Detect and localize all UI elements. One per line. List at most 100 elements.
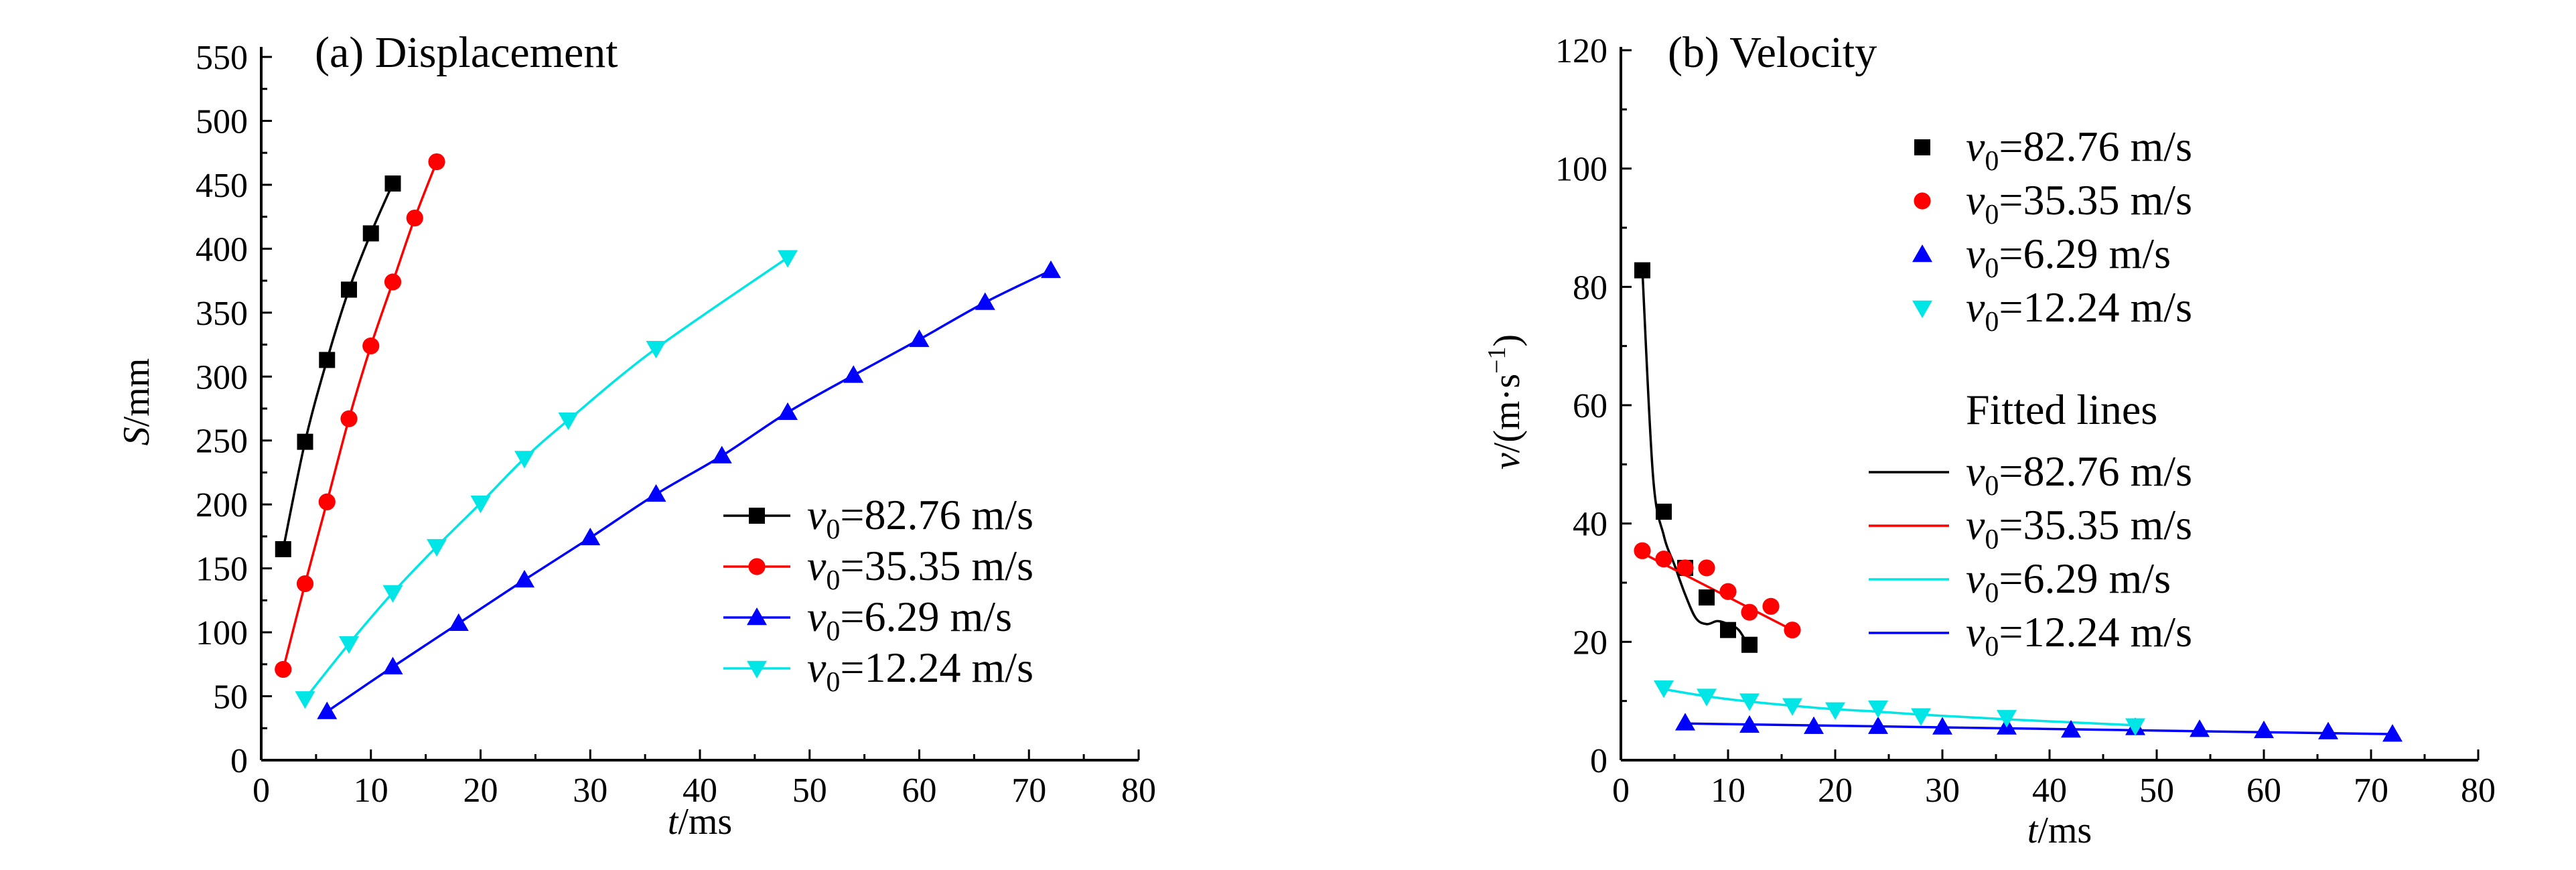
- chart-a-point-3: [646, 341, 666, 359]
- chart-b-point-3: [1825, 702, 1845, 720]
- chart-a-point-0: [297, 433, 313, 450]
- chart-a-y-tick-label: 350: [196, 295, 248, 333]
- chart-b-point-2: [1739, 715, 1760, 733]
- chart-a-point-3: [470, 496, 491, 514]
- chart-b-point-0: [1656, 504, 1672, 520]
- chart-a-point-3: [778, 250, 798, 268]
- chart-b-point-0: [1741, 636, 1758, 653]
- chart-a-point-1: [340, 410, 358, 427]
- chart-b-point-3: [1739, 693, 1760, 711]
- chart-b-legend-item-3: v0=12.24 m/s: [1912, 283, 2192, 338]
- chart-b-fit-line-3: [1685, 722, 2393, 735]
- chart-b-series: [1634, 262, 2403, 742]
- chart-a-x-tick-label: 40: [683, 772, 717, 810]
- chart-a-x-tick-label: 70: [1011, 772, 1046, 810]
- chart-a-y-tick-label: 50: [213, 678, 248, 717]
- chart-b-point-1: [1741, 603, 1758, 621]
- chart-a-point-2: [514, 569, 534, 588]
- chart-b-x-label: t/ms: [2027, 810, 2092, 851]
- chart-a-point-1: [384, 273, 402, 291]
- chart-b-legend-item-1: v0=35.35 m/s: [1914, 176, 2192, 230]
- chart-b-legend-fit-label-0: v0=82.76 m/s: [1966, 447, 2192, 502]
- chart-b-legend: v0=82.76 m/sv0=35.35 m/sv0=6.29 m/sv0=12…: [1869, 123, 2192, 662]
- chart-a-legend-marker-1: [748, 558, 766, 575]
- chart-b-point-0: [1720, 622, 1736, 638]
- chart-a-point-0: [362, 225, 379, 242]
- chart-a-line-1: [282, 161, 438, 670]
- chart-b-x-tick-label: 0: [1612, 772, 1630, 810]
- chart-a-legend-label-1: v0=35.35 m/s: [807, 542, 1033, 596]
- chart-b-legend-fit-label-1: v0=35.35 m/s: [1966, 501, 2192, 555]
- chart-a-point-2: [646, 484, 666, 502]
- chart-a-point-0: [384, 175, 401, 192]
- chart-a-x-label: t/ms: [668, 801, 732, 843]
- chart-a-point-2: [975, 292, 995, 310]
- chart-b-point-1: [1634, 542, 1651, 559]
- chart-b-legend-marker-2: [1912, 244, 1932, 263]
- chart-a-x-tick-label: 20: [463, 772, 498, 810]
- chart-b-point-3: [1782, 698, 1802, 716]
- chart-a-y-tick-label: 400: [196, 230, 248, 269]
- chart-b-legend-fit-item-1: v0=35.35 m/s: [1869, 501, 2192, 555]
- chart-a-point-2: [580, 527, 601, 546]
- chart-a-legend-marker-0: [749, 508, 765, 524]
- chart-a-point-1: [275, 660, 292, 678]
- chart-a-point-3: [339, 636, 359, 654]
- chart-b-y-tick-label: 120: [1555, 32, 1607, 70]
- chart-a-point-1: [362, 337, 380, 355]
- chart-b-x-tick-label: 20: [1818, 772, 1853, 810]
- chart-b-legend-label-2: v0=6.29 m/s: [1966, 230, 2171, 284]
- chart-b-point-1: [1719, 583, 1737, 600]
- chart-b-legend-marker-0: [1914, 139, 1930, 155]
- chart-a-legend-item-1: v0=35.35 m/s: [723, 542, 1033, 596]
- chart-b-y-tick-label: 20: [1573, 624, 1607, 662]
- chart-b-point-3: [1654, 680, 1674, 699]
- chart-a-point-0: [341, 281, 357, 298]
- chart-b-point-3: [1868, 701, 1888, 719]
- chart-b-x-tick-label: 70: [2354, 772, 2388, 810]
- chart-a-y-tick-label: 450: [196, 167, 248, 205]
- chart-b-y-tick-label: 60: [1573, 387, 1607, 425]
- chart-a-title: (a) Displacement: [315, 28, 618, 77]
- chart-a-point-3: [514, 451, 534, 469]
- chart-b-x-tick-label: 30: [1925, 772, 1960, 810]
- displacement-chart: 0 10 20 30 40 50 60 70 80 0 50 100 150 200 250 300 350 40…: [116, 28, 1156, 843]
- chart-a-point-2: [1041, 260, 1061, 279]
- chart-b-y-tick-label: 80: [1573, 269, 1607, 307]
- chart-b-legend-fit-label-3: v0=12.24 m/s: [1966, 608, 2192, 662]
- chart-b-legend-label-1: v0=35.35 m/s: [1966, 176, 2192, 230]
- chart-b-point-1: [1676, 559, 1694, 577]
- chart-b-x-tick-label: 80: [2461, 772, 2496, 810]
- chart-b-point-1: [1762, 597, 1780, 615]
- chart-b-point-2: [1675, 713, 1695, 731]
- chart-a-y-tick-label: 250: [196, 423, 248, 461]
- chart-a-series-3: [295, 250, 798, 709]
- chart-a-y-tick-label: 550: [196, 39, 248, 77]
- chart-a-x-tick-label: 80: [1121, 772, 1156, 810]
- chart-a-series-1: [275, 153, 445, 678]
- chart-a-legend: v0=82.76 m/sv0=35.35 m/sv0=6.29 m/sv0=12…: [723, 491, 1033, 698]
- chart-a-point-3: [427, 538, 447, 557]
- chart-a-point-2: [448, 613, 469, 631]
- chart-a-series-2: [317, 260, 1061, 719]
- chart-b-point-0: [1699, 589, 1715, 606]
- chart-b-point-2: [2382, 724, 2403, 742]
- chart-a-legend-label-2: v0=6.29 m/s: [807, 593, 1012, 647]
- chart-b-point-3: [1697, 688, 1717, 707]
- chart-a-point-1: [428, 153, 445, 171]
- chart-a-y-tick-label: 200: [196, 486, 248, 524]
- chart-a-x-tick-label: 0: [253, 772, 270, 810]
- chart-a-y-label: S/mm: [116, 358, 157, 446]
- chart-b-legend-marker-3: [1912, 300, 1932, 318]
- chart-a-ticks: 0 10 20 30 40 50 60 70 80 0 50 100 150 200 250 300 350 40…: [196, 39, 1156, 810]
- chart-a-y-tick-label: 150: [196, 551, 248, 589]
- chart-a-point-2: [711, 445, 732, 463]
- chart-a-legend-item-3: v0=12.24 m/s: [723, 644, 1033, 698]
- chart-b-point-2: [2061, 719, 2081, 738]
- chart-b-point-0: [1634, 262, 1650, 279]
- chart-b-point-2: [2190, 719, 2210, 737]
- chart-b-y-tick-label: 40: [1573, 506, 1607, 544]
- chart-a-point-1: [296, 575, 314, 593]
- chart-a-x-tick-label: 60: [902, 772, 937, 810]
- chart-b-point-3: [2125, 718, 2145, 736]
